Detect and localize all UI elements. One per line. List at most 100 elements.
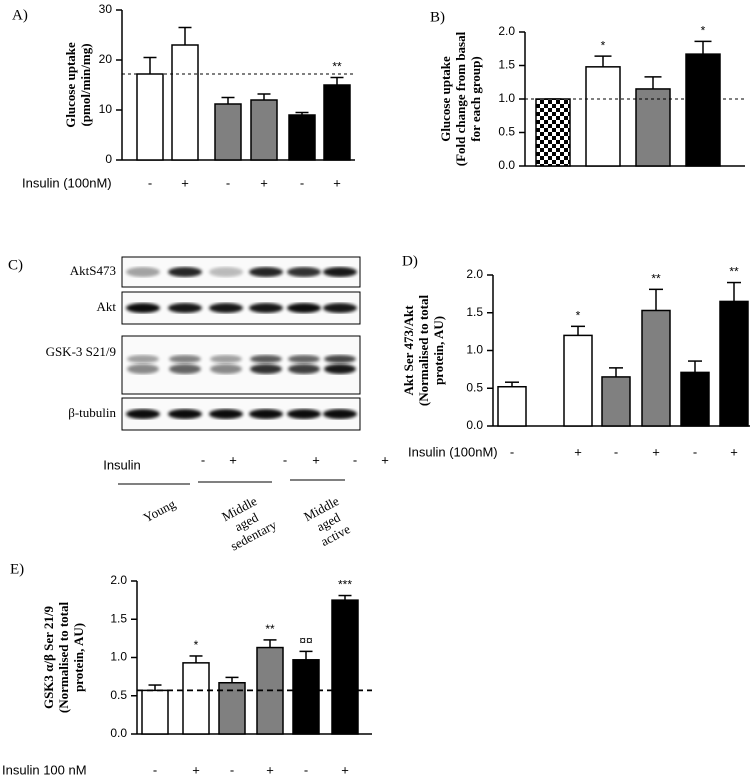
y-tick-label: 2.0 bbox=[498, 24, 515, 38]
bar bbox=[182, 662, 210, 735]
blot-band bbox=[209, 303, 243, 313]
y-tick-label: 1.0 bbox=[498, 91, 515, 105]
blot-band bbox=[210, 364, 242, 374]
x-tick-label: + bbox=[260, 175, 268, 190]
blot-row-label: GSK-3 S21/9 bbox=[46, 344, 116, 359]
blot-band bbox=[250, 364, 282, 374]
treatment-label: Insulin bbox=[103, 457, 141, 472]
y-tick-label: 0.0 bbox=[466, 418, 483, 432]
x-tick-label: - bbox=[693, 444, 697, 459]
blot-band bbox=[169, 355, 201, 363]
bar bbox=[292, 659, 320, 735]
blot-band bbox=[323, 303, 357, 313]
group-label-line: Young bbox=[141, 496, 179, 525]
y-tick-label: 2.0 bbox=[110, 573, 127, 587]
x-tick-label: + bbox=[192, 762, 200, 777]
y-tick-label: 1.5 bbox=[110, 611, 127, 625]
panel-label: D) bbox=[402, 253, 418, 269]
blot-band bbox=[168, 303, 202, 313]
y-tick-label: 20 bbox=[99, 52, 113, 66]
y-axis-label: protein, AU) bbox=[71, 623, 86, 692]
panel-label: B) bbox=[430, 9, 445, 25]
blot-band bbox=[250, 355, 282, 363]
blot-band bbox=[287, 409, 321, 419]
x-tick-label: - bbox=[304, 762, 308, 777]
blot-row-label: β-tubulin bbox=[68, 405, 116, 420]
blot-band bbox=[288, 355, 320, 363]
bar bbox=[563, 334, 593, 427]
blot-band bbox=[209, 267, 243, 277]
bar bbox=[136, 73, 164, 161]
bar bbox=[601, 376, 631, 427]
treatment: + bbox=[381, 452, 389, 467]
treatment: + bbox=[229, 452, 237, 467]
group-label: Middleagedsedentary bbox=[214, 490, 280, 553]
blot-band bbox=[323, 409, 357, 419]
blot-band bbox=[324, 355, 356, 363]
blot-band bbox=[168, 409, 202, 419]
blot-band bbox=[288, 364, 320, 374]
blot-row bbox=[121, 335, 361, 395]
blot-band bbox=[249, 409, 283, 419]
blot-band bbox=[287, 303, 321, 313]
y-tick-label: 10 bbox=[99, 102, 113, 116]
y-tick-label: 0 bbox=[105, 152, 112, 166]
x-tick-label: + bbox=[266, 762, 274, 777]
y-axis-label: GSK3 α/β Ser 21/9 bbox=[41, 605, 56, 709]
y-tick-label: 0.5 bbox=[498, 125, 515, 139]
y-tick-label: 1.0 bbox=[110, 650, 127, 664]
x-axis-label: Insulin 100 nM bbox=[2, 762, 87, 777]
x-tick-label: - bbox=[226, 175, 230, 190]
significance-label: *** bbox=[338, 578, 352, 592]
x-tick-label: + bbox=[652, 444, 660, 459]
x-tick-label: - bbox=[300, 175, 304, 190]
blot-band bbox=[324, 364, 356, 374]
bar bbox=[641, 309, 671, 427]
bar bbox=[680, 371, 710, 427]
x-tick-label: + bbox=[730, 444, 738, 459]
blot-band bbox=[126, 267, 160, 277]
y-tick-label: 30 bbox=[99, 2, 113, 16]
panel-label: C) bbox=[8, 257, 23, 273]
blot-band bbox=[127, 355, 159, 363]
y-tick-label: 1.0 bbox=[466, 343, 483, 357]
blot-band bbox=[210, 355, 242, 363]
blot-band bbox=[249, 303, 283, 313]
bar bbox=[685, 53, 721, 167]
x-tick-label: - bbox=[148, 175, 152, 190]
blot-band bbox=[249, 267, 283, 277]
bar bbox=[719, 300, 749, 427]
x-tick-label: - bbox=[230, 762, 234, 777]
y-tick-label: 0.0 bbox=[498, 158, 515, 172]
x-axis-label: Insulin (100nM) bbox=[408, 444, 498, 459]
blot-band bbox=[287, 267, 321, 277]
blot-band bbox=[126, 409, 160, 419]
significance-label: * bbox=[194, 638, 199, 652]
y-tick-label: 2.0 bbox=[466, 267, 483, 281]
y-axis-label: (Fold change from basal bbox=[453, 31, 468, 166]
y-tick-label: 0.0 bbox=[110, 726, 127, 740]
y-axis-label: (Normalised to total bbox=[56, 602, 71, 714]
blot-band bbox=[169, 364, 201, 374]
bar bbox=[323, 84, 351, 161]
significance-label: * bbox=[601, 38, 606, 52]
x-tick-label: - bbox=[510, 444, 514, 459]
bar bbox=[141, 689, 169, 735]
bar bbox=[635, 88, 671, 167]
x-tick-label: - bbox=[614, 444, 618, 459]
y-axis-label: (Normalised to total bbox=[416, 295, 431, 407]
treatment: + bbox=[312, 452, 320, 467]
treatment: - bbox=[283, 452, 287, 467]
significance-label: * bbox=[701, 24, 706, 38]
y-tick-label: 0.5 bbox=[466, 380, 483, 394]
x-axis-label: Insulin (100nM) bbox=[22, 175, 112, 190]
blot-row-label: AktS473 bbox=[70, 263, 116, 278]
x-tick-label: + bbox=[181, 175, 189, 190]
y-tick-label: 1.5 bbox=[466, 305, 483, 319]
blot-band bbox=[127, 364, 159, 374]
y-axis-label: Glucose uptake bbox=[438, 56, 453, 142]
significance-label: ** bbox=[332, 60, 342, 74]
x-tick-label: + bbox=[333, 175, 341, 190]
significance-label: ** bbox=[729, 265, 739, 279]
y-tick-label: 0.5 bbox=[110, 688, 127, 702]
